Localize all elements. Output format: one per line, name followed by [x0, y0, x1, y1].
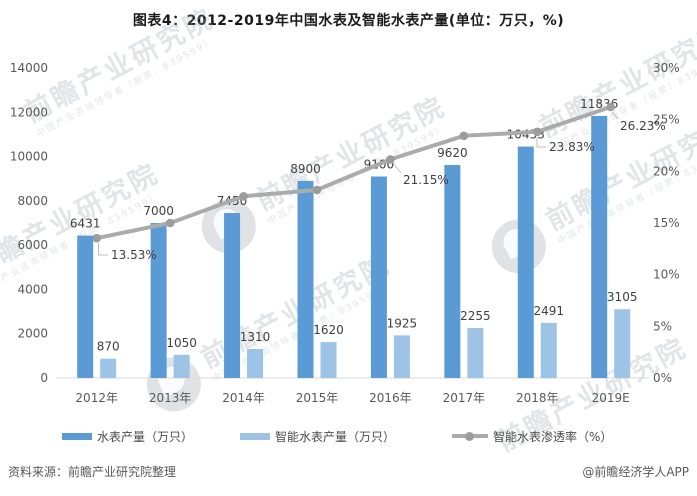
smart-meter-value-label: 1310	[240, 330, 271, 344]
right-axis-tick: 15%	[653, 216, 680, 230]
smart-meter-value-label: 1925	[387, 316, 418, 330]
smart-meter-value-label: 2255	[460, 309, 491, 323]
left-axis-tick: 0	[40, 371, 48, 385]
penetration-marker	[239, 192, 248, 201]
water-meter-bar	[224, 213, 241, 378]
right-axis-tick: 0%	[653, 371, 672, 385]
source-note: 资料来源：前瞻产业研究院整理	[8, 465, 177, 479]
penetration-marker	[312, 185, 322, 195]
smart-meter-value-label: 2491	[534, 304, 565, 318]
penetration-line	[94, 105, 613, 241]
penetration-point-label: 21.15%	[403, 173, 449, 187]
water-meter-swatch	[62, 432, 92, 440]
right-axis-tick: 25%	[653, 113, 680, 127]
penetration-line-swatch	[452, 431, 488, 441]
right-axis-tick: 10%	[653, 268, 680, 282]
credit-note: @前瞻经济学人APP	[582, 465, 689, 479]
legend-label: 智能水表产量（万只）	[275, 429, 396, 444]
water-meter-bar	[77, 235, 94, 378]
penetration-marker	[532, 127, 542, 137]
left-axis-tick: 8000	[17, 194, 48, 208]
callout-line	[611, 111, 619, 120]
right-axis-tick: 30%	[653, 61, 680, 75]
water-meter-bar	[150, 223, 167, 378]
smart-meter-bar	[320, 342, 337, 378]
penetration-point-label: 23.83%	[549, 140, 595, 154]
right-axis-tick: 5%	[653, 319, 672, 333]
left-axis-tick: 10000	[10, 150, 48, 164]
penetration-marker	[92, 233, 101, 243]
x-axis-label: 2018年	[516, 391, 559, 405]
smart-meter-swatch	[240, 432, 270, 440]
legend-item-penetration: 智能水表渗透率（%）	[452, 429, 613, 444]
chart-title: 图表4：2012-2019年中国水表及智能水表产量(单位：万只，%)	[132, 13, 565, 29]
penetration-point-label: 13.53%	[111, 248, 157, 262]
water-meter-bar	[444, 164, 461, 378]
penetration-marker-icon	[465, 431, 474, 441]
water-meter-bar	[591, 115, 608, 378]
x-axis-label: 2017年	[443, 391, 486, 405]
smart-meter-bar	[173, 354, 190, 378]
callout-line	[392, 162, 402, 174]
x-axis-label: 2013年	[149, 391, 192, 405]
legend-item-smart-meter: 智能水表产量（万只）	[240, 429, 396, 444]
penetration-marker	[386, 155, 395, 164]
water-meter-value-label: 9620	[437, 146, 468, 160]
water-meter-bar	[517, 146, 534, 378]
smart-meter-bar	[467, 328, 484, 378]
smart-meter-bar	[540, 322, 557, 378]
penetration-marker	[459, 131, 469, 141]
x-axis-label: 2014年	[222, 391, 265, 405]
left-axis-tick: 4000	[17, 282, 48, 296]
left-axis-tick: 2000	[17, 327, 48, 341]
water-meter-value-label: 6431	[70, 217, 101, 231]
legend-item-water-meter: 水表产量（万只）	[62, 429, 194, 444]
left-axis-tick: 12000	[10, 105, 48, 119]
smart-meter-value-label: 1620	[313, 323, 344, 337]
water-meter-value-label: 8900	[290, 162, 321, 176]
x-axis-label: 2019E	[592, 391, 630, 405]
smart-meter-bar	[100, 358, 117, 378]
water-meter-value-label: 7000	[143, 204, 174, 218]
x-axis-label: 2015年	[296, 391, 339, 405]
penetration-point-label: 26.23%	[620, 119, 666, 133]
right-axis-tick: 20%	[653, 164, 680, 178]
x-axis-label: 2016年	[369, 391, 412, 405]
smart-meter-bar	[393, 335, 410, 378]
smart-meter-value-label: 1050	[166, 336, 197, 350]
smart-meter-value-label: 3105	[607, 290, 638, 304]
left-axis-tick: 6000	[17, 238, 48, 252]
smart-meter-value-label: 870	[97, 340, 120, 354]
left-axis-tick: 14000	[10, 61, 48, 75]
callout-line	[536, 137, 546, 148]
smart-meter-bar	[614, 309, 631, 378]
legend-label: 水表产量（万只）	[97, 429, 194, 444]
callout-line	[98, 243, 108, 256]
legend-label: 智能水表渗透率（%）	[493, 429, 613, 444]
water-meter-bar	[370, 176, 387, 378]
smart-meter-bar	[247, 348, 264, 378]
x-axis-label: 2012年	[75, 391, 118, 405]
penetration-marker	[165, 218, 175, 228]
penetration-marker	[606, 102, 616, 112]
water-meter-bar	[297, 180, 314, 378]
